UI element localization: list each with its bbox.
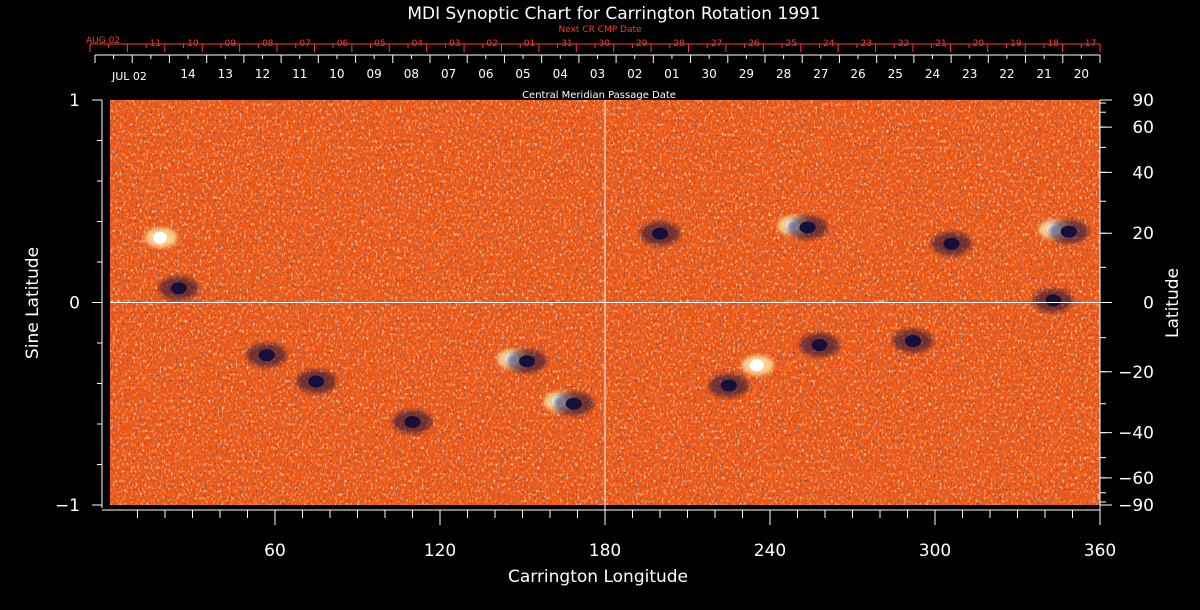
- y-right-tick-label: 0: [1143, 294, 1154, 314]
- next-day-label: 20: [973, 39, 985, 49]
- next-day-label: 02: [486, 39, 497, 49]
- next-day-label: 30: [599, 39, 611, 49]
- active-region-negative: [905, 334, 921, 347]
- next-day-label: 18: [1048, 39, 1060, 49]
- cmp-day-label: 25: [888, 67, 903, 81]
- cmp-day-label: 08: [404, 67, 419, 81]
- cmp-day-label: 20: [1074, 67, 1089, 81]
- x-axis-label: Carrington Longitude: [508, 567, 688, 587]
- next-day-label: 26: [748, 39, 760, 49]
- y-left-tick-label: 1: [69, 91, 80, 111]
- next-day-label: 05: [374, 39, 385, 49]
- x-tick-label: 60: [264, 541, 286, 561]
- y-axis-label-right: Latitude: [1163, 268, 1183, 338]
- next-day-label: 25: [786, 39, 797, 49]
- cmp-day-label: 12: [255, 67, 270, 81]
- y-right-tick-label: 20: [1132, 224, 1154, 244]
- cmp-day-label: 30: [702, 67, 717, 81]
- x-tick-label: 120: [424, 541, 456, 561]
- cmp-day-label: 10: [329, 67, 344, 81]
- top-axis-start-label: JUL 02: [111, 70, 147, 83]
- y-right-tick-label: 60: [1132, 118, 1154, 138]
- active-region-negative: [519, 355, 535, 368]
- active-region-negative: [799, 221, 816, 234]
- next-day-label: 03: [449, 39, 460, 49]
- y-right-tick-label: −40: [1118, 424, 1154, 444]
- x-tick-label: 360: [1084, 541, 1116, 561]
- next-day-label: 23: [860, 39, 871, 49]
- cmp-day-label: 02: [627, 67, 642, 81]
- active-region-negative: [170, 282, 187, 295]
- y-right-tick-label: −60: [1118, 469, 1154, 489]
- next-cmp-axis: 11 10 09 08 07 06 05 04 03 02 01 31 30 29 28 27 26 25 24 23…: [89, 39, 1101, 52]
- axes: 60 120 180 240 300 360 1 0 −1 90 60 40 20 0 −20 −40 −60 −…: [55, 91, 1154, 561]
- next-day-label: 01: [524, 39, 535, 49]
- cmp-day-label: 23: [962, 67, 977, 81]
- active-region-negative: [943, 237, 960, 250]
- next-day-label: 11: [150, 39, 161, 49]
- y-left-tick-label: 0: [69, 294, 80, 314]
- x-tick-label: 300: [919, 541, 951, 561]
- active-regions: [145, 215, 1089, 434]
- y-right-tick-label: 40: [1132, 163, 1154, 183]
- active-region-negative: [652, 227, 668, 240]
- chart-title: MDI Synoptic Chart for Carrington Rotati…: [407, 4, 820, 24]
- cmp-day-label: 27: [813, 67, 828, 81]
- next-day-label: 19: [1010, 39, 1022, 49]
- active-region-negative: [258, 349, 275, 362]
- cmp-day-label: 09: [367, 67, 382, 81]
- cmp-day-label: 04: [553, 67, 568, 81]
- next-day-label: 28: [673, 39, 685, 49]
- cmp-day-label: 28: [776, 67, 791, 81]
- active-region-positive: [153, 231, 167, 244]
- next-day-label: 21: [935, 39, 946, 49]
- next-axis-label: Next CR CMP Date: [558, 25, 642, 35]
- cmp-day-label: 03: [590, 67, 605, 81]
- y-axis-label-left: Sine Latitude: [23, 247, 43, 359]
- y-right-tick-label: −90: [1118, 496, 1154, 516]
- cmp-day-label: 21: [1037, 67, 1052, 81]
- next-day-label: 09: [225, 39, 237, 49]
- next-day-label: 31: [561, 39, 572, 49]
- next-day-label: 10: [187, 39, 199, 49]
- top-axis-label: Central Meridian Passage Date: [522, 90, 676, 101]
- cmp-day-label: 22: [999, 67, 1014, 81]
- active-region-negative: [1060, 225, 1077, 238]
- cmp-day-label: 26: [850, 67, 865, 81]
- y-right-tick-label: −20: [1118, 363, 1154, 383]
- cmp-day-label: 24: [925, 67, 940, 81]
- cmp-day-label: 29: [739, 67, 754, 81]
- cmp-day-label: 05: [515, 67, 530, 81]
- active-region-negative: [404, 415, 421, 428]
- next-day-label: 29: [636, 39, 648, 49]
- x-tick-label: 240: [754, 541, 786, 561]
- next-axis-start-label: AUG 02: [86, 36, 120, 46]
- active-region-negative: [720, 379, 737, 392]
- next-day-label: 07: [299, 39, 310, 49]
- x-tick-label: 180: [589, 541, 621, 561]
- y-left-tick-label: −1: [55, 496, 80, 516]
- next-day-label: 22: [898, 39, 909, 49]
- active-region-positive: [749, 359, 764, 372]
- cmp-day-label: 13: [218, 67, 233, 81]
- active-region-negative: [1045, 294, 1062, 307]
- next-day-label: 24: [823, 39, 835, 49]
- cmp-day-label: 14: [180, 67, 195, 81]
- next-day-label: 27: [711, 39, 722, 49]
- next-day-label: 08: [262, 39, 274, 49]
- active-region-negative: [308, 375, 325, 388]
- cmp-day-label: 01: [664, 67, 679, 81]
- y-right-tick-label: 90: [1132, 91, 1154, 111]
- active-region-negative: [811, 339, 828, 351]
- cmp-day-label: 06: [478, 67, 493, 81]
- next-day-label: 04: [412, 39, 424, 49]
- cmp-day-label: 11: [292, 67, 307, 81]
- cmp-date-axis: 14 13 12 11 10 09 08 07 06 05 04 03 02 01 30 29 28 27 26 25…: [94, 54, 1101, 81]
- next-day-label: 17: [1085, 39, 1096, 49]
- cmp-day-label: 07: [441, 67, 456, 81]
- next-day-label: 06: [337, 39, 349, 49]
- active-region-negative: [565, 397, 582, 410]
